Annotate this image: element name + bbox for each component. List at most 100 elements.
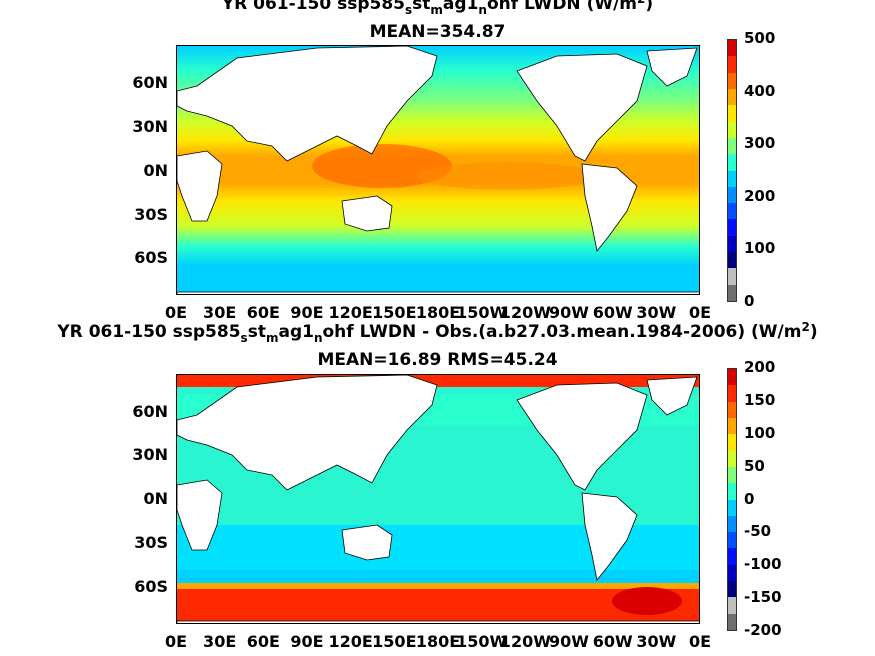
panel1-colorbar-tick: 400: [744, 81, 776, 100]
panel2-colorbar-tick: -200: [744, 621, 782, 639]
panel2-lon-label: 30W: [636, 632, 677, 651]
panel2-colorbar-segment: [728, 499, 736, 516]
panel1-colorbar-segment: [728, 40, 736, 57]
panel1-lon-label: 0E: [164, 303, 188, 322]
panel2-colorbar-segment: [728, 369, 736, 386]
panel2-lon-label: 150W: [456, 632, 508, 651]
panel1-colorbar-tick: 500: [744, 29, 776, 47]
panel2-colorbar-segment: [728, 515, 736, 533]
panel2-lon-label: 180E: [415, 632, 461, 651]
panel2-colorbar-segment: [728, 613, 736, 630]
panel2-colorbar-segment: [728, 597, 736, 614]
panel1-lon-label: 120E: [328, 303, 373, 322]
panel2-colorbar-tick: 50: [744, 456, 765, 475]
panel1-colorbar-segment: [728, 219, 736, 236]
panel2-lat-30n: 30N: [132, 445, 168, 464]
panel2-lon-label: 90W: [549, 632, 589, 651]
panel1-lon-label: 60W: [592, 303, 633, 322]
panel2-colorbar-segment: [728, 450, 736, 467]
panel1-map-svg: [177, 46, 699, 294]
panel2-colorbar-tick: -150: [744, 588, 782, 607]
panel1-land: [177, 46, 699, 294]
panel2-colorbar-segment: [728, 401, 736, 418]
panel1-colorbar-segment: [728, 105, 736, 122]
panel1-mean: MEAN=354.87: [369, 22, 506, 42]
panel1-lat-60s: 60S: [134, 248, 168, 267]
panel2-lat-0n: 0N: [143, 489, 168, 508]
panel1-lon-label: 150E: [372, 303, 417, 322]
panel1-tropical-band: [417, 162, 597, 190]
panel2-colorbar-segment: [728, 532, 736, 549]
panel2-lon-label: 0E: [164, 632, 188, 651]
panel2-colorbar-segment: [728, 581, 736, 598]
panel2-lon-label: 0E: [688, 632, 712, 651]
panel1-colorbar-segment: [728, 203, 736, 220]
panel1-lon-label: 180E: [415, 303, 461, 322]
panel2-lon-label: 120E: [328, 632, 373, 651]
panel1-colorbar-segment: [728, 72, 736, 89]
panel2-colorbar: [727, 368, 737, 631]
panel2-colorbar-tick: 0: [744, 489, 755, 508]
panel1-map: [176, 45, 700, 295]
panel1-colorbar-tick: 200: [744, 186, 776, 205]
panel2-antarctic-band-red: [177, 589, 699, 623]
panel2-south-band2: [177, 570, 699, 585]
panel2-map-svg: [177, 375, 699, 623]
panel1-lat-60n: 60N: [132, 73, 168, 92]
panel2-land: [177, 375, 699, 623]
panel2-colorbar-segment: [728, 564, 736, 582]
panel2-colorbar-segment: [728, 548, 736, 565]
panel1-lat-0n: 0N: [143, 161, 168, 180]
panel1-lat-30n: 30N: [132, 117, 168, 136]
panel1-colorbar-tick: 0: [744, 292, 755, 310]
panel2-lat-30s: 30S: [134, 533, 168, 552]
panel1-title: YR 061-150 ssp585sstmag1nohf LWDN (W/m2): [221, 0, 654, 17]
panel1-colorbar-segment: [728, 137, 736, 155]
panel1-lon-label: 30W: [636, 303, 677, 322]
panel2-mean: MEAN=16.89 RMS=45.24: [317, 350, 558, 370]
panel1-colorbar-segment: [728, 121, 736, 138]
panel2-lat-60n: 60N: [132, 402, 168, 421]
panel2-colorbar-tick: -50: [744, 522, 772, 541]
panel2-lon-axis: 0E 30E 60E 90E 120E 150E 180E 150W 120W 90W 60W 30W…: [165, 632, 711, 652]
panel1-colorbar-segment: [728, 284, 736, 301]
panel1-lon-label: 120W: [499, 303, 551, 322]
panel1-colorbar: [727, 39, 737, 302]
panel2-lat-60s: 60S: [134, 577, 168, 596]
panel2-title: YR 061-150 ssp585sstmag1nohf LWDN - Obs.…: [57, 320, 818, 345]
panel1-warm-pool: [312, 144, 452, 188]
panel2-colorbar-segment: [728, 483, 736, 500]
panel1-southern-ocean: [177, 274, 699, 294]
panel1-lon-label: 90E: [290, 303, 324, 322]
panel1-lon-label: 30E: [203, 303, 237, 322]
panel2-lon-label: 90E: [290, 632, 324, 651]
panel2-colorbar-tick: 100: [744, 423, 776, 442]
panel1-lon-label: 90W: [549, 303, 589, 322]
panel1-colorbar-segment: [728, 235, 736, 253]
panel1-lon-label: 60E: [246, 303, 280, 322]
panel2-colorbar-segment: [728, 385, 736, 402]
panel1-colorbar-segment: [728, 268, 736, 285]
panel2-weddell-hotspot: [612, 587, 682, 615]
panel2-lon-label: 60W: [592, 632, 633, 651]
panel1-colorbar-segment: [728, 170, 736, 187]
panel2-colorbar-segment: [728, 417, 736, 435]
panel2-lon-label: 150E: [372, 632, 417, 651]
panel1-colorbar-segment: [728, 186, 736, 204]
panel2-colorbar-tick: -100: [744, 555, 782, 574]
panel2-antarctic-band-orange: [177, 583, 699, 593]
panel1-lat-30s: 30S: [134, 205, 168, 224]
panel2-map: [176, 374, 700, 624]
panel2-colorbar-tick: 200: [744, 358, 776, 376]
panel1-lon-label: 150W: [456, 303, 508, 322]
panel1-colorbar-tick: 300: [744, 134, 776, 153]
panel1-lon-axis: 0E 30E 60E 90E 120E 150E 180E 150W 120W 90W 60W 30W…: [165, 303, 711, 323]
panel1-colorbar-segment: [728, 154, 736, 171]
panel2-lon-label: 60E: [246, 632, 280, 651]
panel2-lon-label: 120W: [499, 632, 551, 651]
panel1-lon-label: 0E: [688, 303, 712, 322]
panel1-colorbar-segment: [728, 252, 736, 269]
panel2-colorbar-tick: 150: [744, 390, 776, 409]
panel1-colorbar-segment: [728, 88, 736, 106]
panel2-colorbar-segment: [728, 434, 736, 451]
